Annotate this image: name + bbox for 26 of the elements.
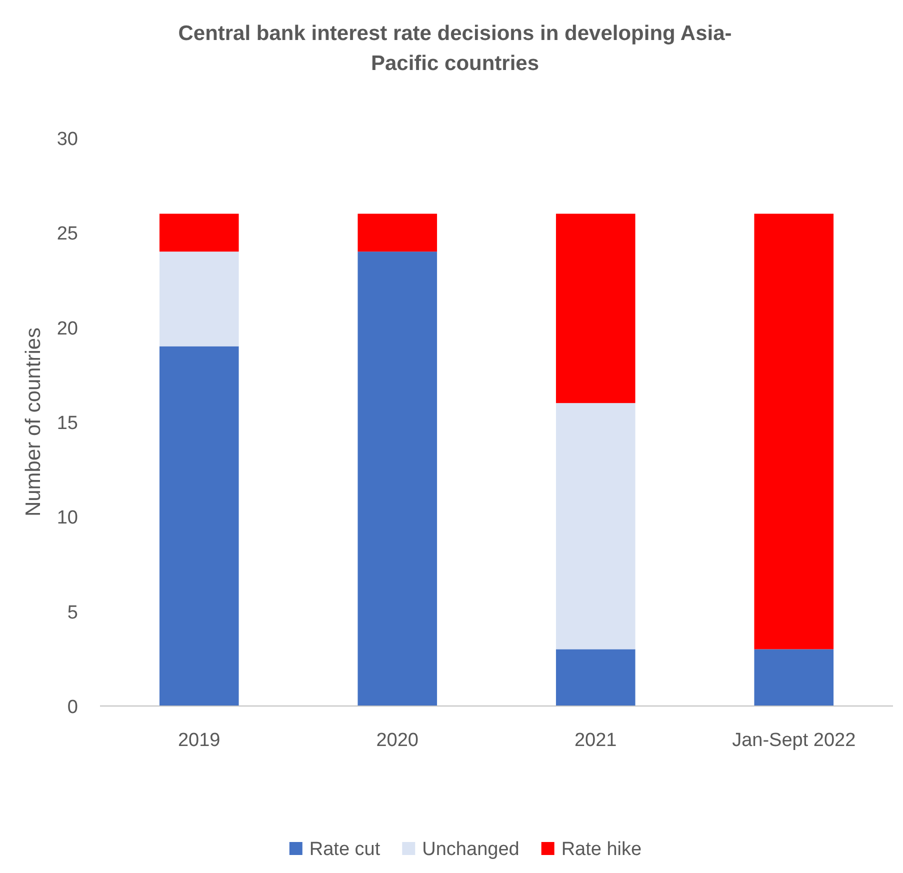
bar: [556, 403, 636, 650]
y-axis-title: Number of countries: [22, 327, 45, 517]
y-tick-label: 30: [56, 129, 78, 150]
y-tick-label: 15: [56, 413, 78, 434]
y-tick-label: 0: [67, 697, 78, 718]
y-tick-label: 20: [56, 318, 78, 340]
bar: [556, 214, 636, 404]
bar: [159, 346, 239, 706]
x-tick-label: 2019: [178, 730, 220, 751]
legend-label: Rate cut: [309, 839, 381, 860]
y-tick-label: 10: [56, 508, 78, 529]
bar: [556, 649, 636, 706]
chart-title: Central bank interest rate decisions in developing Asia-Pacific countries: [178, 22, 732, 75]
y-tick-label: 25: [56, 224, 78, 245]
bar: [754, 649, 834, 706]
legend-label: Unchanged: [422, 839, 520, 860]
bar: [159, 214, 239, 252]
bar: [358, 214, 438, 252]
bar: [159, 252, 239, 346]
x-tick-label: 2020: [376, 730, 419, 751]
bar: [754, 214, 834, 650]
y-tick-label: 5: [67, 602, 78, 624]
legend-label: Rate hike: [561, 839, 642, 860]
x-tick-label: 2021: [574, 730, 617, 751]
bar: [358, 252, 438, 706]
x-tick-label: Jan-Sept 2022: [732, 730, 856, 751]
